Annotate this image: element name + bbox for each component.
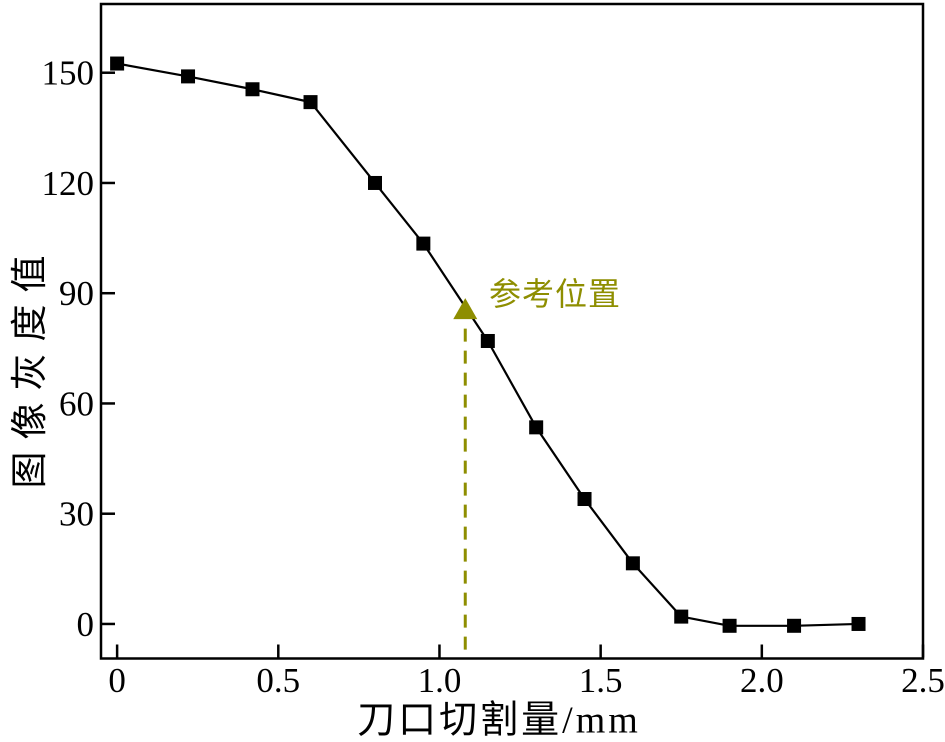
plot-frame <box>99 2 925 660</box>
x-tick-label: 1.5 <box>579 661 623 700</box>
data-point-marker <box>303 95 318 110</box>
y-tick-label: 0 <box>77 605 95 644</box>
x-tick-label: 2.5 <box>901 661 945 700</box>
y-tick-label: 150 <box>42 54 95 93</box>
y-tick-label: 90 <box>59 274 94 313</box>
x-tick-label: 2.0 <box>740 661 784 700</box>
data-point-marker <box>674 609 689 624</box>
data-point-marker <box>787 618 802 633</box>
x-axis-title: 刀口切割量/mm <box>357 699 641 742</box>
y-axis-title: 图像灰度值 <box>10 243 51 489</box>
x-tick-label: 0.5 <box>256 661 300 700</box>
data-point-marker <box>577 492 592 507</box>
data-point-marker <box>110 56 125 71</box>
reference-triangle-marker <box>453 298 478 320</box>
data-point-marker <box>722 618 737 633</box>
reference-position-label: 参考位置 <box>489 276 622 312</box>
data-point-marker <box>245 82 260 97</box>
data-point-marker <box>416 236 431 251</box>
data-point-marker <box>851 616 866 631</box>
y-tick-label: 30 <box>59 495 94 534</box>
data-point-marker <box>480 333 495 348</box>
data-point-marker <box>625 556 640 571</box>
y-tick-label: 120 <box>42 164 95 203</box>
data-point-marker <box>368 175 382 190</box>
y-tick-label: 60 <box>59 384 94 423</box>
data-point-marker <box>529 420 544 435</box>
x-tick-label: 0 <box>108 661 126 700</box>
data-point-marker <box>181 69 196 84</box>
data-line <box>116 62 859 627</box>
x-tick-label: 1.0 <box>418 661 462 700</box>
